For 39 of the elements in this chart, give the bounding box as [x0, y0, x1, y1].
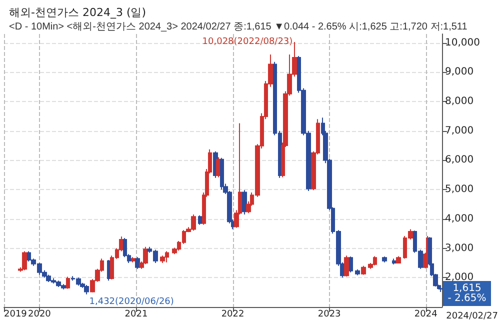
x-tick-label: 2023 — [318, 310, 341, 320]
y-tick-label: 9,000 — [445, 66, 474, 78]
candlestick — [160, 255, 165, 264]
candlestick — [344, 255, 349, 277]
candlestick — [84, 284, 89, 295]
candlestick — [349, 256, 353, 273]
candlestick — [355, 268, 360, 276]
candlestick — [198, 214, 202, 226]
x-tick-label: 2024 — [414, 310, 438, 320]
x-tick-label: 2021 — [124, 310, 148, 320]
y-tick-label: 3,000 — [445, 242, 474, 254]
candlestick — [361, 265, 366, 276]
x-tick-label: 2020 — [28, 310, 52, 320]
candlestick — [66, 276, 70, 290]
annotation: 10,028(2022/08/23) — [202, 36, 293, 47]
candlestick — [22, 250, 27, 271]
y-tick-label: 4,000 — [445, 213, 474, 224]
x-tick-label: 2019 — [4, 310, 28, 320]
candlestick — [242, 190, 247, 216]
y-tick-label: 5,000 — [445, 184, 474, 196]
y-tick-label: 8,000 — [445, 96, 474, 108]
candlestick — [131, 256, 135, 263]
candlestick — [135, 256, 140, 270]
candlestick — [396, 256, 401, 264]
y-tick-label: 2,000 — [445, 272, 474, 284]
candlestick — [220, 157, 224, 190]
y-tick-label: 10,000 — [445, 37, 480, 48]
candlestick — [392, 258, 396, 265]
candlestick — [143, 246, 148, 265]
annotation: 1,432(2020/06/26) — [89, 296, 174, 307]
chart-title: 해외-천연가스 2024_3 (일) — [9, 6, 146, 19]
y-tick-label: 7,000 — [445, 125, 474, 136]
text: 2024/02/27 — [446, 312, 498, 322]
y-tick-label: 6,000 — [445, 154, 474, 166]
candlestick — [382, 256, 387, 263]
candlestick — [439, 285, 443, 292]
annotation: 1,615 - 2.65% — [448, 282, 486, 304]
chart-subtitle: <D - 10Min> <해외-천연가스 2024_3> 2024/02/27 종:1,615 ▼0.044 - 2.65% 시:1,625 고:1,720 저:1,511 — [9, 22, 468, 32]
x-tick-label: 2022 — [221, 310, 244, 320]
